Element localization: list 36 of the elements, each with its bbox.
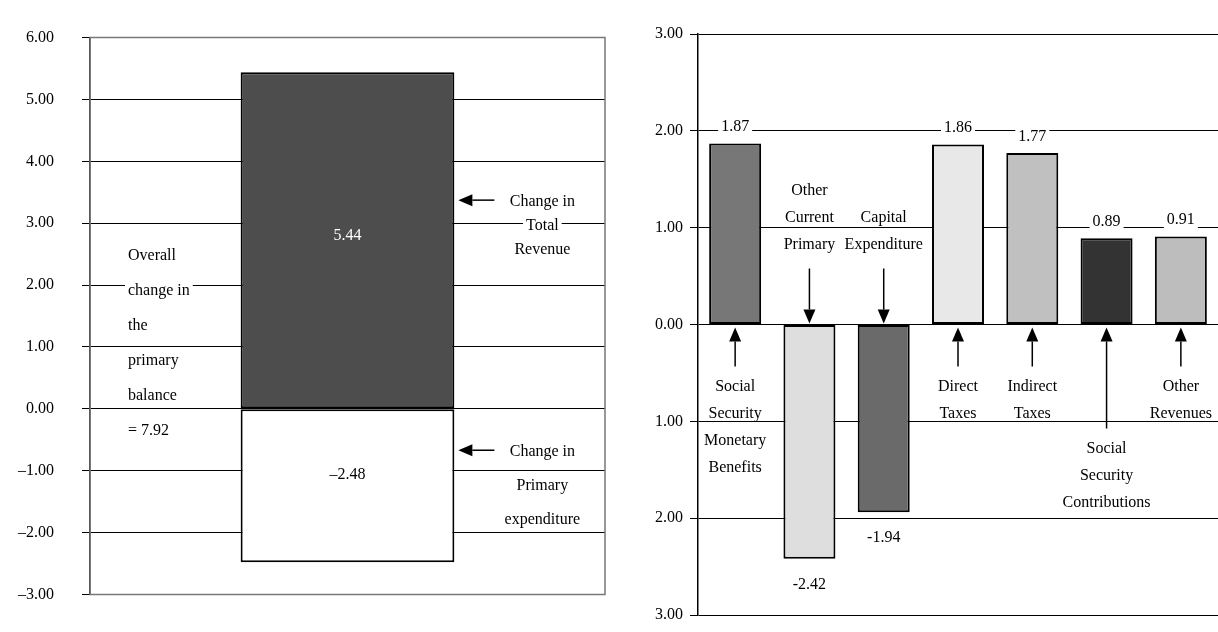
- y-tick-label: 3.00: [655, 605, 683, 623]
- y-tick-label: 2.00: [655, 121, 683, 139]
- data-label: 5.44: [333, 225, 362, 243]
- x-tick-label: Capital Expenditure: [844, 207, 923, 253]
- data-label: 0.89: [1092, 212, 1121, 230]
- data-label: 1.87: [721, 117, 750, 135]
- y-tick-label: –3.00: [17, 584, 54, 602]
- data-label: 1.86: [944, 118, 972, 136]
- y-tick-label: 2.00: [26, 275, 54, 293]
- x-tick-label: Indirect Taxes: [1007, 376, 1058, 421]
- y-tick-label: –1.00: [17, 460, 54, 478]
- y-tick-label: 1.00: [26, 337, 54, 355]
- y-tick-label: 0.00: [26, 399, 54, 416]
- y-tick-label: 2.00: [655, 508, 683, 526]
- x-tick-label: Direct Taxes: [938, 376, 979, 421]
- y-tick-label: 3.00: [26, 213, 54, 231]
- data-label: -2.42: [792, 574, 827, 592]
- x-tick-label: Other Current Primary: [783, 180, 836, 253]
- data-label: -1.94: [867, 528, 901, 546]
- y-tick-label: 1.00: [655, 217, 683, 235]
- x-tick-label: Other Revenues: [1149, 376, 1212, 421]
- y-tick-label: 3.00: [655, 24, 683, 42]
- y-tick-label: 5.00: [26, 89, 54, 107]
- text: Change in Total Revenue: [509, 192, 576, 258]
- text: Change in Primary expenditure: [504, 442, 581, 529]
- data-label: 0.91: [1166, 210, 1195, 228]
- y-tick-label: 1.00: [655, 411, 683, 429]
- data-label: –2.48: [328, 465, 366, 483]
- y-tick-label: 6.00: [26, 27, 54, 45]
- x-tick-label: Social Security Contributions: [1062, 438, 1151, 510]
- annotation: Overall change in the primary balance = 7.92: [128, 246, 190, 439]
- y-tick-label: 4.00: [26, 151, 54, 169]
- y-tick-label: –2.00: [17, 522, 54, 540]
- data-label: 1.77: [1018, 127, 1047, 145]
- x-tick-label: Social Security Monetary Benefits: [704, 376, 767, 475]
- y-tick-label: 0.00: [655, 314, 683, 332]
